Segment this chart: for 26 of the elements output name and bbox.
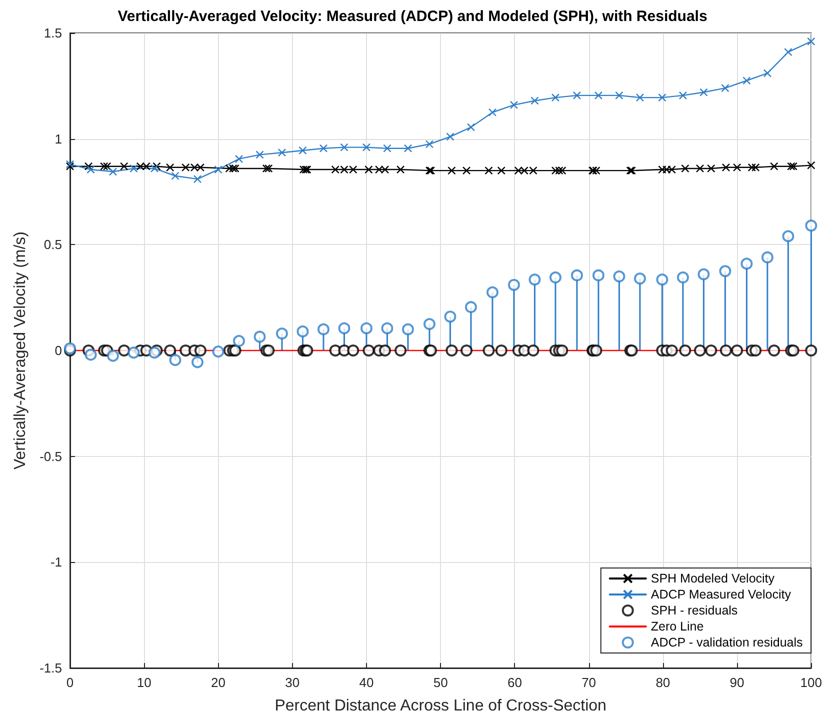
legend-label: Zero Line: [650, 620, 704, 634]
chart-title: Vertically-Averaged Velocity: Measured (ADCP) and Modeled (SPH), with Residuals: [118, 8, 708, 25]
y-tick-label: 0.5: [44, 237, 62, 252]
x-tick-label: 30: [285, 675, 300, 690]
y-tick-label: 0: [54, 343, 62, 358]
legend-label: SPH Modeled Velocity: [650, 572, 776, 586]
y-tick-label: 1.5: [44, 26, 62, 40]
x-tick-label: 60: [507, 675, 522, 690]
x-tick-label: 70: [582, 675, 596, 690]
legend-label: ADCP Measured Velocity: [650, 588, 792, 602]
x-tick-label: 20: [210, 675, 226, 690]
y-tick-label: -0.5: [40, 448, 62, 464]
x-tick-label: 10: [136, 675, 152, 690]
y-axis-title: Vertically-Averaged Velocity (m/s): [12, 231, 30, 470]
x-tick-label: 80: [656, 675, 670, 690]
x-tick-label: 0: [66, 675, 74, 690]
legend-label: SPH - residuals: [650, 604, 738, 618]
legend-label: ADCP - validation residuals: [650, 636, 803, 650]
x-tick-label: 90: [730, 675, 744, 690]
x-tick-label: 40: [359, 675, 374, 690]
y-tick-label: -1: [50, 554, 62, 570]
y-tick-label: 1: [54, 131, 62, 146]
y-tick-label: -1.5: [40, 660, 62, 676]
x-axis-title: Percent Distance Across Line of Cross-Section: [274, 698, 606, 714]
x-tick-label: 100: [800, 675, 822, 690]
x-tick-label: 50: [433, 675, 448, 690]
